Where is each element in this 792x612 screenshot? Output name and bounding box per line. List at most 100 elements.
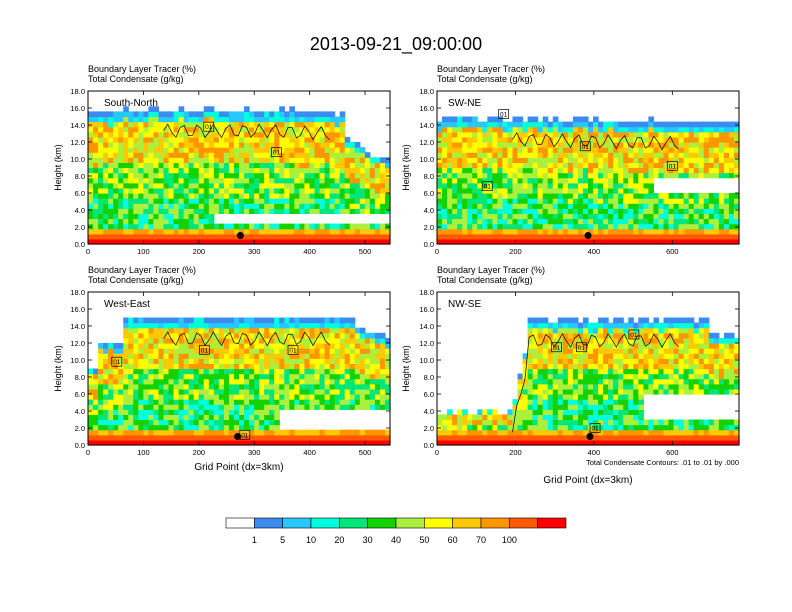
heatmap-cell	[437, 193, 443, 199]
heatmap-cell	[249, 136, 255, 143]
heatmap-cell	[537, 228, 544, 235]
heatmap-cell	[128, 439, 134, 446]
heatmap-cell	[613, 238, 619, 245]
heatmap-cell	[128, 414, 134, 421]
heatmap-cell	[618, 343, 624, 349]
heatmap-cell	[259, 404, 265, 410]
heatmap-cell	[703, 198, 710, 204]
heatmap-cell	[113, 193, 119, 199]
heatmap-cell	[527, 414, 534, 421]
heatmap-cell	[108, 203, 114, 209]
heatmap-cell	[198, 429, 205, 436]
heatmap-cell	[663, 136, 670, 143]
heatmap-cell	[113, 126, 119, 133]
heatmap-cell	[653, 223, 660, 230]
heatmap-cell	[603, 343, 609, 349]
panel-sw-ne: Boundary Layer Tracer (%) Total Condensa…	[401, 64, 740, 256]
heatmap-cell	[467, 218, 473, 225]
heatmap-cell	[369, 363, 376, 370]
heatmap-cell	[324, 388, 331, 395]
heatmap-cell	[537, 177, 544, 184]
heatmap-cell	[688, 198, 695, 204]
heatmap-cell	[618, 383, 624, 390]
heatmap-cell	[618, 332, 624, 339]
heatmap-cell	[118, 121, 124, 128]
heatmap-cell	[223, 228, 230, 235]
heatmap-cell	[728, 157, 735, 163]
heatmap-cell	[249, 327, 255, 334]
y-tick-label: 4.0	[75, 206, 85, 215]
heatmap-cell	[324, 147, 331, 153]
heatmap-cell	[552, 368, 559, 375]
heatmap-cell	[603, 368, 609, 375]
heatmap-cell	[168, 111, 175, 118]
heatmap-cell	[359, 147, 366, 153]
heatmap-cell	[218, 332, 225, 339]
heatmap-cell	[93, 152, 99, 158]
heatmap-cell	[517, 434, 524, 441]
heatmap-cell	[703, 208, 710, 214]
heatmap-cell	[188, 162, 195, 169]
heatmap-cell	[613, 368, 619, 375]
heatmap-cell	[537, 142, 544, 148]
heatmap-cell	[623, 182, 629, 189]
heatmap-cell	[537, 238, 544, 245]
heatmap-cell	[369, 228, 376, 235]
heatmap-cell	[673, 157, 680, 163]
heatmap-cell	[527, 213, 534, 220]
heatmap-cell	[557, 228, 564, 235]
heatmap-cell	[163, 322, 170, 329]
heatmap-cell	[472, 142, 478, 148]
heatmap-cell	[527, 208, 534, 214]
heatmap-cell	[294, 332, 300, 339]
heatmap-cell	[239, 238, 245, 245]
heatmap-cell	[228, 187, 235, 194]
heatmap-cell	[103, 142, 109, 148]
heatmap-cell	[557, 383, 564, 390]
heatmap-cell	[178, 322, 185, 329]
heatmap-cell	[572, 233, 579, 240]
heatmap-cell	[279, 177, 285, 184]
heatmap-cell	[249, 152, 255, 158]
heatmap-cell	[309, 327, 316, 334]
heatmap-cell	[183, 172, 190, 179]
heatmap-cell	[552, 213, 559, 220]
heatmap-cell	[628, 147, 634, 153]
heatmap-cell	[512, 172, 519, 179]
heatmap-cell	[598, 409, 604, 415]
heatmap-cell	[623, 218, 629, 225]
heatmap-cell	[577, 414, 584, 421]
heatmap-cell	[183, 182, 190, 189]
heatmap-cell	[254, 353, 260, 359]
heatmap-cell	[339, 322, 346, 329]
heatmap-cell	[294, 131, 300, 138]
heatmap-cell	[477, 131, 483, 138]
heatmap-cell	[103, 419, 109, 426]
heatmap-cell	[329, 131, 336, 138]
heatmap-cell	[733, 167, 740, 174]
heatmap-cell	[98, 394, 104, 400]
heatmap-cell	[314, 327, 321, 334]
heatmap-cell	[93, 198, 99, 204]
heatmap-cell	[218, 208, 225, 214]
heatmap-cell	[284, 147, 290, 153]
heatmap-cell	[173, 404, 180, 410]
heatmap-cell	[623, 152, 629, 158]
heatmap-cell	[588, 187, 594, 194]
heatmap-cell	[603, 213, 609, 220]
heatmap-cell	[477, 157, 483, 163]
heatmap-cell	[552, 121, 559, 128]
heatmap-cell	[718, 238, 725, 245]
heatmap-cell	[193, 363, 200, 370]
heatmap-cell	[289, 203, 295, 209]
heatmap-cell	[577, 404, 584, 410]
heatmap-cell	[113, 172, 119, 179]
heatmap-cell	[274, 208, 280, 214]
heatmap-cell	[163, 131, 170, 138]
heatmap-cell	[613, 332, 619, 339]
heatmap-cell	[319, 193, 326, 199]
heatmap-cell	[334, 152, 341, 158]
heatmap-cell	[369, 208, 376, 214]
heatmap-cell	[562, 409, 569, 415]
